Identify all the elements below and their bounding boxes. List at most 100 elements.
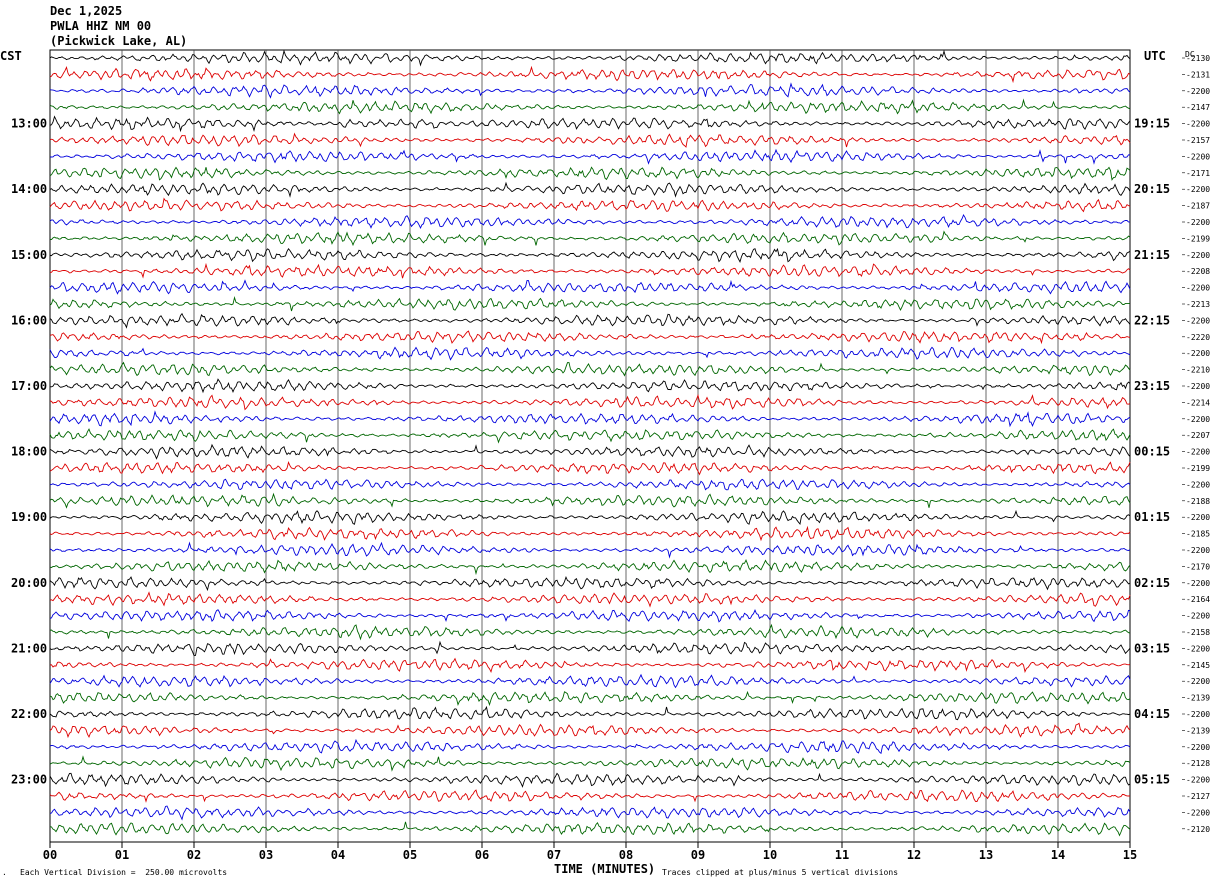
dc-offset-label: -2200 (1186, 677, 1210, 686)
plot-date: Dec 1,2025 (50, 4, 123, 18)
dc-offset-label: -2208 (1186, 267, 1210, 276)
trace-line (49, 181, 1131, 198)
cst-hour-label: 22:00 (11, 707, 47, 721)
right-timezone-label: UTC (1144, 49, 1166, 63)
dc-offset-label: -2158 (1186, 628, 1210, 637)
cst-hour-label: 19:00 (11, 510, 47, 524)
dc-offset-label: -2128 (1186, 759, 1210, 768)
x-tick-label: 06 (475, 848, 489, 862)
dc-offset-label: -2185 (1186, 530, 1210, 539)
utc-hour-label: 21:15 (1134, 248, 1170, 262)
trace-line (49, 591, 1131, 608)
x-tick-label: 11 (835, 848, 849, 862)
dc-offset-label: -2199 (1186, 234, 1210, 243)
cst-hour-label: 14:00 (11, 182, 47, 196)
scale-note: Each Vertical Division = 250.00 microvol… (20, 868, 228, 877)
utc-hour-label: 22:15 (1134, 313, 1170, 327)
dc-offset-label: -2147 (1186, 103, 1210, 112)
x-tick-label: 05 (403, 848, 417, 862)
trace-line (50, 262, 1131, 279)
utc-hour-label: 01:15 (1134, 510, 1170, 524)
trace-line (49, 705, 1131, 721)
utc-hour-label: 03:15 (1134, 641, 1170, 655)
plot-frame (49, 49, 1131, 843)
dc-offset-header: DC (1185, 50, 1195, 59)
trace-line (49, 509, 1131, 526)
trace-line (49, 247, 1131, 263)
chart-grid (49, 49, 1131, 848)
trace-line (49, 346, 1131, 361)
trace-line (49, 330, 1131, 345)
trace-line (49, 49, 1131, 67)
trace-line (49, 279, 1131, 295)
dc-offset-label: -2213 (1186, 300, 1210, 309)
trace-line (49, 65, 1131, 84)
left-timezone-label: CST (0, 49, 22, 63)
trace-line (49, 166, 1131, 181)
dc-offset-label: -2139 (1186, 694, 1210, 703)
trace-line (49, 197, 1131, 213)
dc-offset-label: -2199 (1186, 464, 1210, 473)
dc-offset-label: -2214 (1186, 398, 1210, 407)
x-tick-label: 12 (907, 848, 921, 862)
dc-offset-label: -2200 (1186, 612, 1210, 621)
trace-line (49, 361, 1131, 377)
dc-offset-label: -2131 (1186, 70, 1210, 79)
trace-line (49, 410, 1131, 428)
cst-hour-label: 23:00 (11, 773, 47, 787)
x-axis-title: TIME (MINUTES) (554, 862, 656, 876)
trace-line (49, 609, 1131, 623)
trace-line (49, 558, 1131, 576)
x-tick-label: 14 (1051, 848, 1065, 862)
trace-line (49, 690, 1131, 707)
x-tick-label: 01 (115, 848, 129, 862)
trace-line (49, 98, 1131, 115)
trace-line (49, 657, 1131, 674)
dc-offset-label: -2200 (1186, 87, 1210, 96)
trace-line (49, 132, 1131, 148)
dc-offset-label: -2120 (1186, 825, 1210, 834)
seismic-traces (49, 49, 1131, 837)
trace-line (49, 789, 1131, 803)
dc-offset-label: -2210 (1186, 366, 1210, 375)
trace-line (50, 148, 1131, 165)
dc-offset-label: -2200 (1186, 743, 1210, 752)
utc-hour-label: 04:15 (1134, 707, 1170, 721)
trace-line (49, 115, 1131, 133)
dc-offset-label: -2200 (1186, 152, 1210, 161)
trace-line (49, 623, 1131, 641)
dc-offset-label: -2200 (1186, 513, 1210, 522)
utc-hour-label: 02:15 (1134, 576, 1170, 590)
trace-line (49, 722, 1131, 739)
trace-line (49, 673, 1131, 689)
trace-line (49, 640, 1131, 656)
x-tick-label: 10 (763, 848, 777, 862)
dc-offset-label: -2207 (1186, 431, 1210, 440)
dc-offset-label: -2200 (1186, 218, 1210, 227)
trace-line (49, 492, 1131, 509)
corner-mark: . (2, 868, 7, 877)
trace-line (50, 230, 1131, 247)
dc-offset-label: -2130 (1186, 54, 1210, 63)
dc-offset-label: -2200 (1186, 251, 1210, 260)
trace-line (49, 541, 1131, 559)
cst-hour-label: 16:00 (11, 313, 47, 327)
dc-offset-label: -2164 (1186, 595, 1210, 604)
trace-line (49, 82, 1131, 99)
dc-offset-label: -2170 (1186, 562, 1210, 571)
utc-hour-label: 19:15 (1134, 117, 1170, 131)
trace-line (49, 575, 1131, 592)
utc-hour-label: 23:15 (1134, 379, 1170, 393)
cst-hour-label: 20:00 (11, 576, 47, 590)
x-tick-label: 08 (619, 848, 633, 862)
dc-offset-label: -2188 (1186, 497, 1210, 506)
x-tick-label: 15 (1123, 848, 1137, 862)
station-location: (Pickwick Lake, AL) (50, 34, 188, 48)
dc-offset-label: -2139 (1186, 726, 1210, 735)
trace-line (49, 821, 1131, 837)
dc-offset-label: -2200 (1186, 579, 1210, 588)
x-tick-label: 13 (979, 848, 993, 862)
cst-hour-label: 21:00 (11, 641, 47, 655)
trace-line (49, 772, 1131, 788)
